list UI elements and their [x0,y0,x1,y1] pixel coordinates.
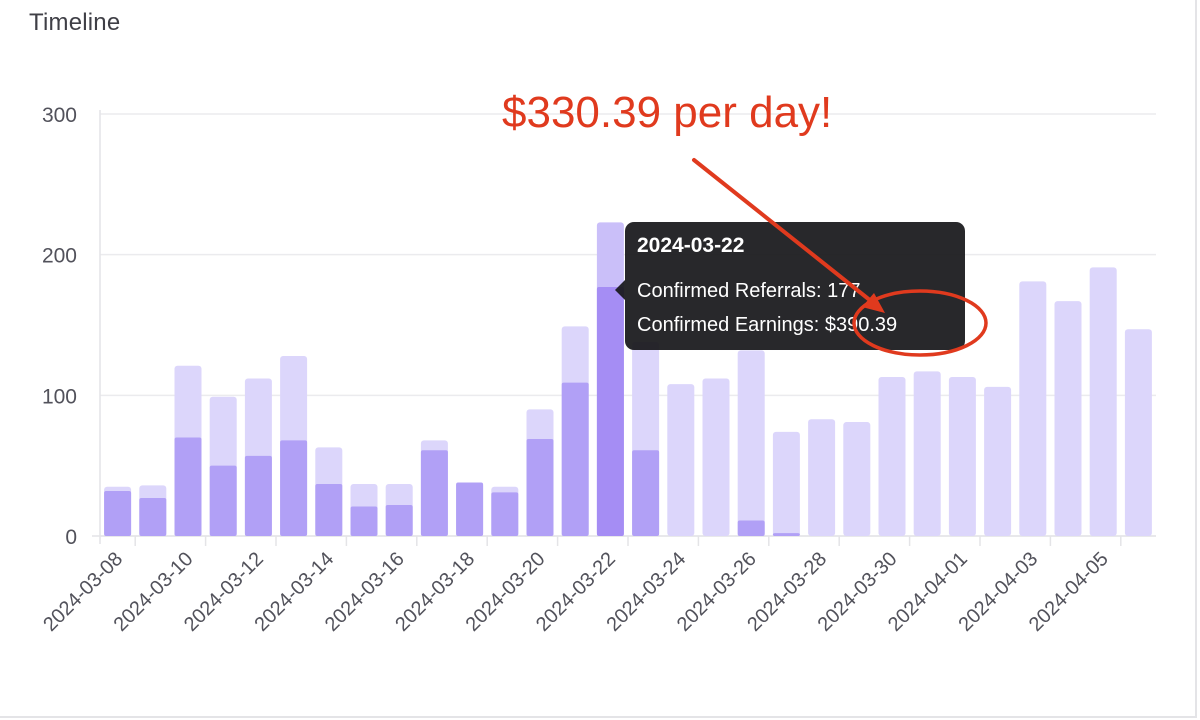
bar-confirmed [350,506,378,536]
bar-total [1124,329,1152,536]
bar-total [667,384,695,536]
tooltip-referrals-value: 177 [827,280,861,302]
bar-confirmed [104,490,132,536]
bar-confirmed [491,492,519,536]
bar-confirmed [526,438,554,536]
bar-total [948,377,976,536]
y-tick-label: 100 [42,385,77,408]
bar-confirmed [315,483,343,536]
y-tick-label: 300 [42,104,77,127]
bar-confirmed [139,498,167,536]
bar-confirmed [174,437,202,536]
y-tick-label: 0 [65,526,77,549]
panel-title: Timeline [29,9,121,36]
bar-confirmed [772,533,800,536]
bar-confirmed [420,450,448,536]
tooltip-referrals-label: Confirmed Referrals [637,280,816,302]
bar-total [843,422,871,536]
tooltip-earnings-label: Confirmed Earnings [637,314,814,336]
bar-confirmed [596,287,624,536]
bar-total [913,371,941,536]
bar-total [878,377,906,536]
tooltip-earnings-value: $390.39 [824,314,898,336]
bar-total [772,431,800,536]
bar-total [702,378,730,536]
tooltip-row-earnings: Confirmed Earnings: $390.39 [637,314,898,336]
y-tick-label: 200 [42,245,77,268]
bar-confirmed [385,505,413,536]
bar-total [737,350,765,536]
bar-confirmed [280,440,308,536]
bar-confirmed [561,382,589,536]
bar-confirmed [209,465,237,536]
bar-confirmed [456,482,484,536]
bar-total [808,419,836,536]
annotation-text: $330.39 per day! [502,88,833,137]
tooltip-row-referrals: Confirmed Referrals: 177 [637,280,861,302]
bar-confirmed [737,520,765,536]
tooltip-title: 2024-03-22 [637,234,745,257]
bar-total [1089,267,1117,536]
bar-total [1054,301,1082,536]
bar-total [1019,281,1047,536]
chart-tooltip: 2024-03-22 Confirmed Referrals: 177 Conf… [615,222,965,350]
bar-total [984,386,1012,536]
bar-confirmed [632,450,660,536]
bar-confirmed [244,455,272,536]
